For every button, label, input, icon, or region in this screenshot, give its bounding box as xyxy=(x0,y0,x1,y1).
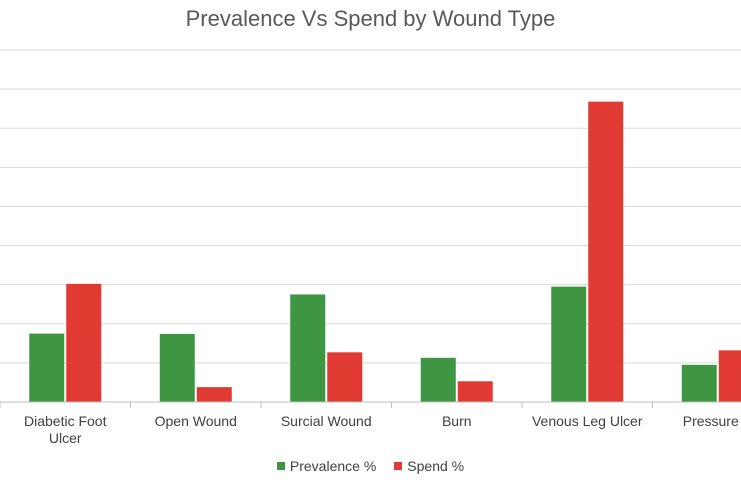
bar-spend xyxy=(718,350,741,402)
x-tick-label: Burn xyxy=(442,413,472,429)
legend-swatch xyxy=(276,462,285,470)
bar-prevalence xyxy=(420,357,456,402)
legend-label: Prevalence % xyxy=(289,458,377,474)
legend-item-prevalence: Prevalence % xyxy=(276,458,377,474)
chart-title: Prevalence Vs Spend by Wound Type xyxy=(185,6,556,31)
bar-prevalence xyxy=(290,294,326,402)
x-tick-label: Pressure U xyxy=(683,413,741,429)
x-tick-label: Open Wound xyxy=(155,413,237,429)
x-tick-label: Diabetic Foot Ulcer xyxy=(24,413,107,446)
bar-prevalence xyxy=(551,286,587,402)
bar-spend xyxy=(457,381,493,402)
x-axis xyxy=(0,401,741,408)
bar-prevalence xyxy=(681,364,717,402)
gridlines xyxy=(0,49,741,364)
bar-spend xyxy=(196,387,232,402)
legend: Prevalence % Spend % xyxy=(0,458,741,474)
bars xyxy=(29,101,741,403)
legend-label: Spend % xyxy=(407,458,465,474)
legend-swatch xyxy=(394,462,403,470)
x-tick-labels: Diabetic Foot Ulcer Open Wound Surcial Woun… xyxy=(24,413,741,446)
legend-item-spend: Spend % xyxy=(394,458,464,474)
bar-spend xyxy=(327,352,363,402)
bar-prevalence xyxy=(29,333,65,402)
bar-spend xyxy=(66,283,102,402)
x-tick-label: Venous Leg Ulcer xyxy=(532,413,643,429)
x-tick-label: Surcial Wound xyxy=(281,413,372,429)
bar-prevalence xyxy=(159,333,195,402)
bar-spend xyxy=(588,101,624,403)
